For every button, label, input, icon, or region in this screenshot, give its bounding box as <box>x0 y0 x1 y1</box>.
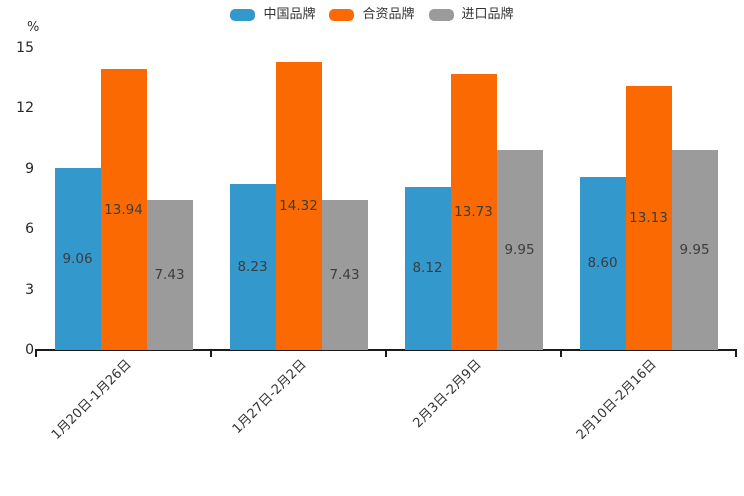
bar-合资品牌 <box>275 61 322 350</box>
x-axis-tick <box>560 351 562 357</box>
bar-进口品牌 <box>496 149 543 350</box>
bar-合资品牌 <box>100 69 147 350</box>
bar-中国品牌 <box>404 186 451 350</box>
x-category-label: 2月3日-2月9日 <box>410 357 485 432</box>
legend-label: 进口品牌 <box>461 7 514 22</box>
legend-swatch <box>329 8 355 21</box>
bar-value-label: 13.94 <box>104 201 143 218</box>
y-axis-tick-label: 3 <box>25 281 34 298</box>
bar-value-label: 14.32 <box>279 197 318 214</box>
bar-value-label: 7.43 <box>329 267 360 284</box>
bar-中国品牌 <box>54 167 101 350</box>
bar-进口品牌 <box>671 149 718 350</box>
y-axis-tick-label: 0 <box>25 342 34 358</box>
legend-label: 中国品牌 <box>263 7 316 22</box>
x-category-label: 1月20日-1月26日 <box>48 357 135 443</box>
bar-value-label: 13.73 <box>454 203 493 220</box>
bar-value-label: 8.23 <box>237 259 268 276</box>
y-axis-tick-label: 15 <box>16 40 34 56</box>
bar-value-label: 13.13 <box>629 209 668 226</box>
y-axis-unit-label: % <box>27 20 40 35</box>
y-axis-tick-label: 12 <box>16 100 34 117</box>
x-category-label: 2月10日-2月16日 <box>573 357 660 443</box>
x-axis-tick <box>210 351 212 357</box>
bar-合资品牌 <box>450 73 497 350</box>
legend: 中国品牌 合资品牌 进口品牌 <box>0 8 744 21</box>
bar-value-label: 9.95 <box>679 241 710 258</box>
legend-item[interactable]: 进口品牌 <box>428 7 514 22</box>
legend-swatch <box>230 8 256 21</box>
bar-value-label: 8.12 <box>412 260 443 277</box>
bar-value-label: 7.43 <box>154 267 185 284</box>
bar-进口品牌 <box>146 200 193 350</box>
legend-item[interactable]: 合资品牌 <box>329 7 415 22</box>
x-category-label: 1月27日-2月2日 <box>229 357 310 437</box>
legend-label: 合资品牌 <box>362 7 415 22</box>
bar-合资品牌 <box>625 85 672 350</box>
x-axis-tick <box>735 351 737 357</box>
bar-中国品牌 <box>579 176 626 350</box>
y-axis-tick-label: 6 <box>25 221 34 238</box>
bar-中国品牌 <box>229 184 276 350</box>
bar-进口品牌 <box>321 200 368 350</box>
bar-value-label: 9.06 <box>62 250 93 267</box>
x-axis-line <box>35 349 737 351</box>
bar-value-label: 8.60 <box>587 255 618 272</box>
bar-value-label: 9.95 <box>504 241 535 258</box>
legend-item[interactable]: 中国品牌 <box>230 8 315 21</box>
x-axis-tick <box>385 351 387 357</box>
y-axis-tick-label: 9 <box>25 160 34 177</box>
x-axis-tick <box>35 351 37 357</box>
legend-swatch <box>428 8 454 21</box>
